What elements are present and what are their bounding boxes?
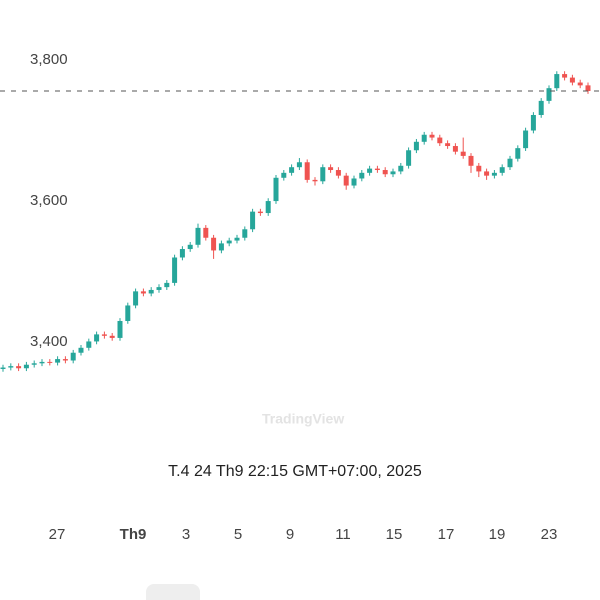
y-tick-label: 3,400 bbox=[30, 333, 68, 350]
candle-body bbox=[585, 85, 591, 92]
candle-body bbox=[47, 361, 53, 363]
candle-body bbox=[491, 172, 497, 176]
candle-body bbox=[312, 179, 318, 182]
candle-body bbox=[226, 240, 232, 244]
candle-body bbox=[374, 168, 380, 171]
candle-body bbox=[250, 211, 256, 230]
candle-body bbox=[133, 291, 139, 306]
candle-body bbox=[296, 162, 302, 168]
candle-body bbox=[0, 367, 6, 369]
candle-body bbox=[281, 172, 287, 178]
candle-body bbox=[530, 114, 536, 131]
toolbar-button[interactable] bbox=[146, 584, 200, 600]
candle-body bbox=[320, 167, 326, 182]
candle-body bbox=[203, 227, 209, 238]
candle-body bbox=[62, 359, 68, 361]
candle-body bbox=[398, 165, 404, 172]
candle-body bbox=[211, 237, 217, 251]
x-tick-label: 19 bbox=[489, 526, 506, 543]
candle-body bbox=[390, 171, 396, 175]
watermark: TradingView bbox=[262, 411, 344, 427]
candle-body bbox=[31, 363, 37, 365]
candle-body bbox=[218, 243, 224, 251]
candle-body bbox=[70, 352, 76, 361]
x-tick-label: 15 bbox=[386, 526, 403, 543]
candle-body bbox=[538, 100, 544, 115]
candle-body bbox=[523, 130, 529, 149]
candle-body bbox=[468, 155, 474, 166]
candle-body bbox=[406, 150, 412, 166]
candle-body bbox=[195, 227, 201, 245]
candle-body bbox=[55, 359, 61, 363]
candle-body bbox=[476, 165, 482, 172]
x-tick-label: 17 bbox=[438, 526, 455, 543]
y-tick-label: 3,600 bbox=[30, 192, 68, 209]
candle-body bbox=[484, 171, 490, 176]
x-tick-label: 23 bbox=[541, 526, 558, 543]
candle-body bbox=[78, 347, 84, 353]
candle-body bbox=[187, 244, 193, 250]
x-tick-label: 3 bbox=[182, 526, 190, 543]
candle-body bbox=[421, 134, 427, 142]
candle-body bbox=[382, 170, 388, 175]
x-tick-label: 5 bbox=[234, 526, 242, 543]
candle-body bbox=[343, 175, 349, 186]
candle-body bbox=[554, 74, 560, 89]
candle-body bbox=[172, 257, 178, 283]
candle-body bbox=[140, 291, 146, 294]
candle-body bbox=[273, 177, 279, 202]
candle-body bbox=[257, 211, 263, 214]
candle-body bbox=[562, 74, 568, 78]
candle-body bbox=[413, 141, 419, 151]
candle-body bbox=[289, 167, 295, 173]
x-tick-label: 11 bbox=[335, 526, 351, 543]
candle-body bbox=[304, 162, 310, 180]
x-tick-label: 27 bbox=[49, 526, 66, 543]
crosshair-label: T.4 24 Th9 22:15 GMT+07:00, 2025 bbox=[168, 463, 422, 480]
candle-body bbox=[156, 287, 162, 290]
candle-body bbox=[515, 148, 521, 159]
candle-body bbox=[577, 82, 583, 86]
candle-body bbox=[265, 201, 271, 214]
candle-body bbox=[437, 137, 443, 144]
candle-body bbox=[86, 341, 92, 348]
x-tick-label: 9 bbox=[286, 526, 294, 543]
candle-body bbox=[23, 364, 29, 369]
candle-body bbox=[328, 167, 334, 171]
candle-body bbox=[101, 334, 107, 336]
candle-body bbox=[507, 158, 513, 168]
candle-body bbox=[569, 77, 575, 83]
candle-body bbox=[125, 305, 131, 321]
x-tick-label: Th9 bbox=[120, 526, 147, 543]
candle-body bbox=[234, 237, 240, 241]
candle-body bbox=[359, 172, 365, 179]
candle-body bbox=[445, 143, 451, 147]
candle-body bbox=[16, 366, 22, 369]
candle-body bbox=[94, 334, 100, 342]
candle-body bbox=[460, 151, 466, 156]
y-tick-label: 3,800 bbox=[30, 51, 68, 68]
candle-body bbox=[8, 366, 14, 368]
candle-body bbox=[452, 146, 458, 152]
candle-body bbox=[546, 88, 552, 101]
candle-body bbox=[351, 178, 357, 186]
candle-body bbox=[242, 229, 248, 238]
candle-body bbox=[164, 282, 170, 288]
candle-body bbox=[117, 320, 123, 338]
candle-body bbox=[148, 289, 154, 294]
candle-body bbox=[499, 167, 505, 173]
candle-body bbox=[179, 249, 185, 258]
candle-body bbox=[367, 168, 373, 173]
candle-body bbox=[109, 335, 115, 338]
candle-body bbox=[335, 170, 341, 176]
candle-body bbox=[39, 361, 45, 364]
candle-body bbox=[429, 134, 435, 138]
